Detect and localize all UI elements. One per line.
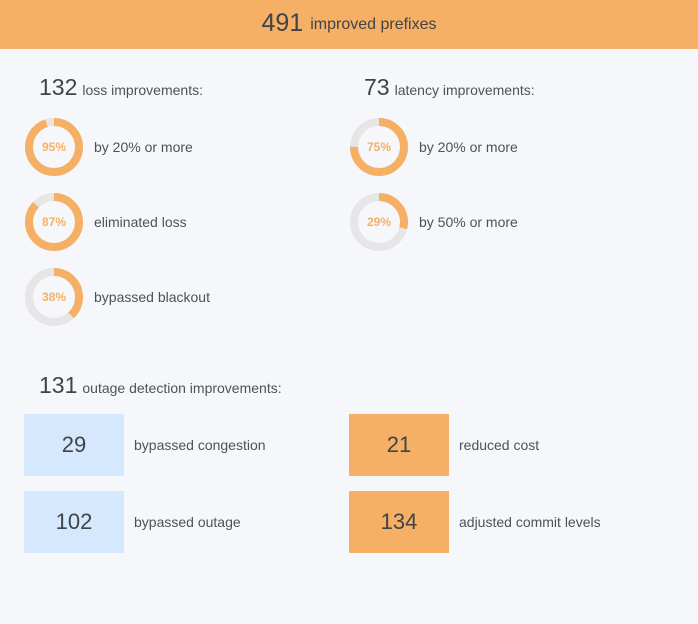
donut-label: bypassed blackout: [94, 289, 210, 305]
donut-arc: [350, 118, 408, 176]
outage-item-reduced-cost: 21 reduced cost: [349, 414, 539, 476]
latency-item-by-20: 75% by 20% or more: [349, 117, 518, 177]
stat-box: 21: [349, 414, 449, 476]
latency-label: latency improvements:: [394, 82, 535, 98]
outage-item-commit-levels: 134 adjusted commit levels: [349, 491, 601, 553]
stat-label: reduced cost: [459, 437, 540, 453]
loss-section-title: 132 loss improvements:: [39, 74, 203, 101]
donut-percent: 87%: [41, 215, 67, 229]
loss-label: loss improvements:: [82, 82, 203, 98]
donut-label: eliminated loss: [94, 214, 187, 230]
outage-label: outage detection improvements:: [82, 380, 282, 396]
stat-box: 29: [24, 414, 124, 476]
donut-label: by 50% or more: [419, 214, 518, 230]
improved-prefixes-count: 491: [261, 9, 304, 37]
latency-section-title: 73 latency improvements:: [364, 74, 535, 101]
donut-arc: [25, 193, 83, 251]
outage-item-congestion: 29 bypassed congestion: [24, 414, 266, 476]
loss-item-eliminated: 87% eliminated loss: [24, 192, 187, 252]
donut-percent: 38%: [41, 290, 67, 304]
stat-label: bypassed outage: [134, 514, 241, 530]
summary-header: 491 improved prefixes: [0, 0, 698, 49]
donut-label: by 20% or more: [419, 139, 518, 155]
donut-chart: 87%: [24, 192, 84, 252]
donut-chart: 75%: [349, 117, 409, 177]
stat-box: 102: [24, 491, 124, 553]
stat-box: 134: [349, 491, 449, 553]
outage-count: 131: [39, 372, 78, 398]
donut-label: by 20% or more: [94, 139, 193, 155]
latency-count: 73: [364, 74, 390, 100]
donut-chart: 38%: [24, 267, 84, 327]
donut-percent: 95%: [41, 140, 67, 154]
latency-item-by-50: 29% by 50% or more: [349, 192, 518, 252]
loss-item-blackout: 38% bypassed blackout: [24, 267, 210, 327]
loss-item-by-20: 95% by 20% or more: [24, 117, 193, 177]
donut-arc: [350, 193, 408, 251]
loss-count: 132: [39, 74, 78, 100]
outage-section-title: 131 outage detection improvements:: [39, 372, 282, 399]
donut-percent: 75%: [366, 140, 392, 154]
outage-item-outage: 102 bypassed outage: [24, 491, 241, 553]
donut-arc: [25, 118, 83, 176]
donut-arc: [25, 268, 83, 326]
stat-label: adjusted commit levels: [459, 514, 601, 530]
stat-label: bypassed congestion: [134, 437, 266, 453]
donut-percent: 29%: [366, 215, 392, 229]
improved-prefixes-label: improved prefixes: [310, 15, 437, 33]
donut-chart: 95%: [24, 117, 84, 177]
donut-chart: 29%: [349, 192, 409, 252]
